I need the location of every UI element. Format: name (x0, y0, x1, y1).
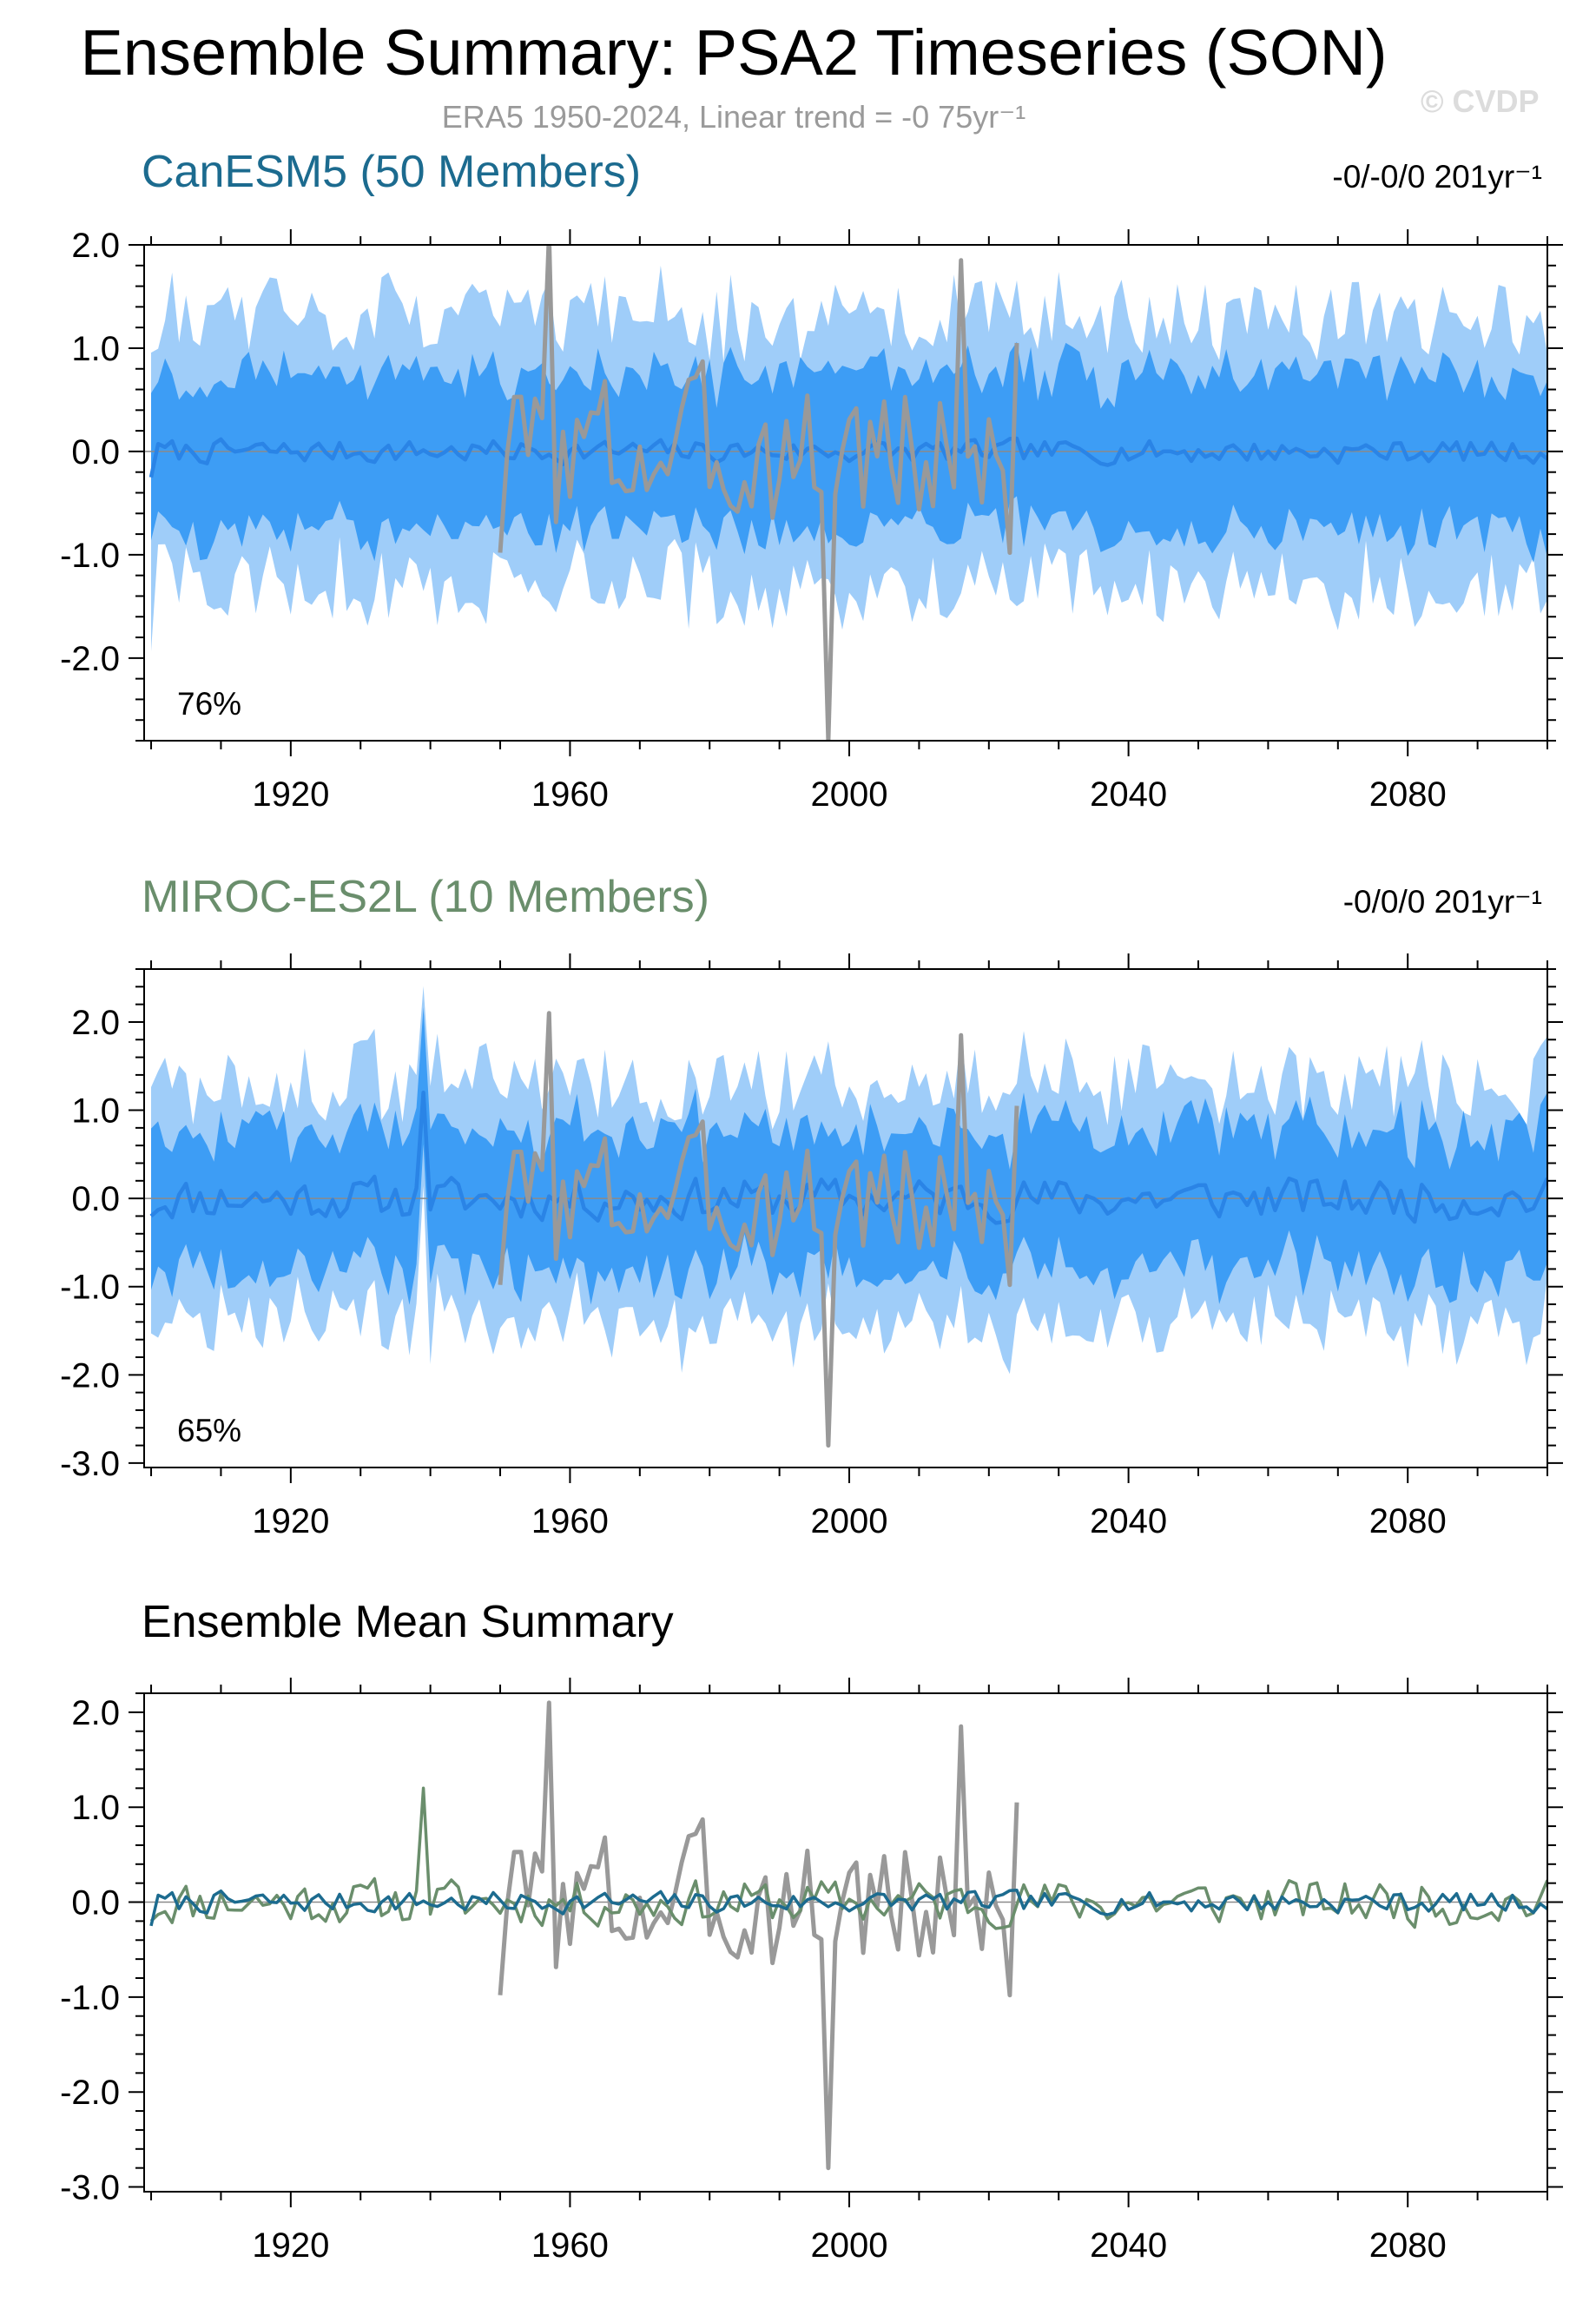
panel1-title: CanESM5 (50 Members) (142, 147, 642, 197)
x-tick-label: 1920 (252, 775, 329, 814)
plot-frame (143, 968, 1548, 1468)
y-tick-label: -2.0 (60, 640, 120, 678)
panel2-trend-label: -0/0/0 201yr⁻¹ (1342, 884, 1542, 920)
x-tick-label: 2080 (1369, 2226, 1447, 2265)
x-tick-label: 2000 (811, 775, 888, 814)
inner-spread-band (151, 1007, 1547, 1305)
y-tick-label: 2.0 (71, 1004, 120, 1042)
x-tick-label: 2080 (1369, 775, 1447, 814)
panel3-ensemble-mean-plot: 1920 1960 2000 2040 2080 2.0 1.0 0.0 -1.0 -2.0 -3.… (60, 1678, 1563, 2265)
y-tick-label: -2.0 (60, 1356, 120, 1395)
y-tick-label: -1.0 (60, 1979, 120, 2017)
y-tick-label: 2.0 (71, 1694, 120, 1732)
y-tick-label: 2.0 (71, 227, 120, 265)
y-tick-label: 1.0 (71, 1789, 120, 1827)
panel1-trend-label: -0/-0/0 201yr⁻¹ (1332, 159, 1542, 195)
series-line-era5-psa2 (498, 245, 1019, 741)
x-tick-label: 2000 (811, 1502, 888, 1540)
panel3-title: Ensemble Mean Summary (142, 1597, 674, 1647)
y-tick-label: -1.0 (60, 1269, 120, 1307)
y-tick-label: 1.0 (71, 330, 120, 368)
y-tick-label: -3.0 (60, 2169, 120, 2207)
x-tick-label: 1960 (531, 1502, 609, 1540)
x-tick-label: 2080 (1369, 1502, 1447, 1540)
y-tick-label: -1.0 (60, 537, 120, 575)
x-tick-label: 2040 (1090, 2226, 1167, 2265)
x-tick-label: 1920 (252, 1502, 329, 1540)
x-tick-label: 1920 (252, 2226, 329, 2265)
x-tick-label: 1960 (531, 775, 609, 814)
x-tick-label: 2000 (811, 2226, 888, 2265)
series-line-canesm5-ensemble-mean (149, 1889, 1547, 1927)
main-title: Ensemble Summary: PSA2 Timeseries (SON) (80, 16, 1388, 89)
series-line-canesm5-ensemble-mean (148, 436, 1547, 478)
y-tick-label: 0.0 (71, 1884, 120, 1923)
x-tick-label: 1960 (531, 2226, 609, 2265)
percent-label: 65% (177, 1413, 241, 1448)
y-tick-label: -3.0 (60, 1445, 120, 1483)
y-tick-label: -2.0 (60, 2074, 120, 2112)
x-tick-label: 2040 (1090, 775, 1167, 814)
y-tick-label: 0.0 (71, 433, 120, 472)
plot-area (144, 986, 1547, 1448)
x-tick-label: 2040 (1090, 1502, 1167, 1540)
series-line-miroc-es2l-ensemble-mean (149, 1786, 1547, 1930)
subtitle: ERA5 1950-2024, Linear trend = -0 75yr⁻¹ (441, 99, 1026, 135)
plot-area (144, 245, 1547, 741)
panel2-title: MIROC-ES2L (10 Members) (142, 872, 709, 922)
plot-frame (143, 1692, 1548, 2193)
percent-label: 76% (177, 686, 241, 722)
panel1-canesm5-plot: 1920 1960 2000 2040 2080 2.0 1.0 0.0 -1.0 -2.0 76% (60, 227, 1563, 814)
panel2-miroc-plot: 1920 1960 2000 2040 2080 2.0 1.0 0.0 -1.0 -2.0 -3.… (60, 953, 1563, 1540)
plot-area (144, 1700, 1547, 2171)
series-line-era5-psa2 (498, 1700, 1019, 2171)
inner-spread-band (151, 341, 1547, 563)
watermark: © CVDP (1421, 83, 1540, 119)
series-line-miroc-es2l-ensemble-mean (149, 1090, 1547, 1225)
y-tick-label: 1.0 (71, 1092, 120, 1131)
series-line-era5-psa2 (498, 1011, 1019, 1448)
y-tick-label: 0.0 (71, 1180, 120, 1218)
